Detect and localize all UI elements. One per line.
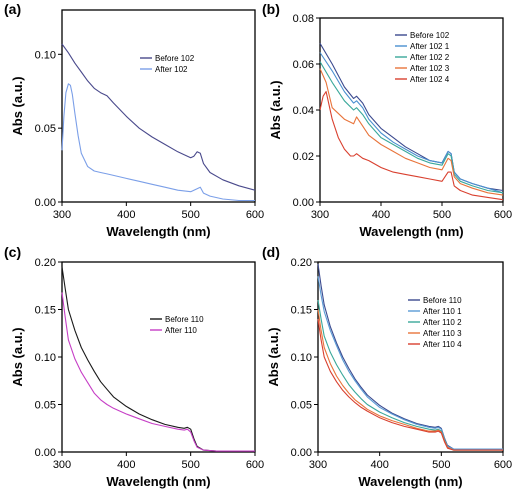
x-tick-label: 400 — [117, 209, 135, 221]
y-tick-label: 0.20 — [35, 257, 56, 269]
chart-panel-a: (a) 300 400 500 600 0.00 0.05 0.10 Wavelength (n… — [4, 1, 264, 239]
x-tick-label: 600 — [246, 209, 264, 221]
legend-label: Before 102 — [410, 31, 450, 40]
series-line-2 — [61, 83, 255, 202]
y-tick-label: 0.08 — [293, 13, 314, 25]
legend-label: After 102 1 — [410, 42, 450, 51]
legend-label: After 110 1 — [423, 307, 462, 316]
legend-label: Before 110 — [165, 315, 204, 324]
plot-frame — [61, 261, 256, 453]
plot-frame — [317, 261, 504, 453]
plot-frame — [61, 9, 256, 203]
legend-label: After 110 — [165, 326, 197, 335]
y-tick-label: 0.00 — [291, 447, 312, 459]
y-tick-label: 0.15 — [291, 305, 312, 317]
legend-label: After 102 — [155, 65, 188, 74]
chart-panel-d: (d) 300 400 500 600 0.00 0.05 0.10 0.15 0.20 Wavel… — [262, 244, 512, 489]
chart-panel-c: (c) 300 400 500 600 0.00 0.05 0.10 0.15 0.20 Wavel… — [4, 244, 264, 489]
x-tick-label: 300 — [311, 209, 329, 221]
x-tick-label: 300 — [53, 459, 71, 471]
y-axis-title: Abs (a.u.) — [10, 327, 25, 386]
x-tick-label: 300 — [309, 459, 327, 471]
legend-label: After 110 3 — [423, 329, 462, 338]
y-tick-label: 0.05 — [291, 400, 312, 412]
panel-label: (b) — [262, 1, 280, 17]
y-axis-title: Abs (a.u.) — [10, 76, 25, 135]
y-tick-label: 0.00 — [293, 197, 314, 209]
legend-label: Before 102 — [155, 54, 195, 63]
legend-label: After 110 2 — [423, 318, 462, 327]
x-axis-title: Wavelength (nm) — [106, 474, 210, 489]
x-axis-title: Wavelength (nm) — [106, 224, 210, 239]
y-axis-title: Abs (a.u.) — [268, 80, 283, 139]
x-tick-label: 500 — [433, 209, 451, 221]
series-line-5 — [319, 91, 504, 201]
series-line-1 — [317, 263, 503, 450]
y-tick-label: 0.05 — [35, 123, 56, 135]
y-tick-label: 0.10 — [35, 49, 56, 61]
series-line-5 — [317, 318, 503, 451]
series-line-3 — [319, 61, 504, 194]
x-tick-label: 400 — [117, 459, 135, 471]
panel-label: (c) — [4, 244, 21, 260]
series-line-4 — [319, 68, 504, 196]
x-tick-label: 500 — [181, 459, 199, 471]
x-tick-label: 500 — [181, 209, 199, 221]
y-tick-label: 0.00 — [35, 447, 56, 459]
x-tick-label: 600 — [494, 459, 512, 471]
x-axis-title: Wavelength (nm) — [359, 224, 463, 239]
x-tick-label: 300 — [53, 209, 71, 221]
legend-label: After 102 3 — [410, 64, 450, 73]
legend-label: After 102 2 — [410, 53, 450, 62]
x-tick-label: 600 — [494, 209, 512, 221]
x-tick-label: 600 — [246, 459, 264, 471]
panel-label: (a) — [4, 1, 21, 17]
x-tick-label: 500 — [432, 459, 450, 471]
y-tick-label: 0.06 — [293, 59, 314, 71]
y-axis-title: Abs (a.u.) — [266, 327, 281, 386]
series-line-1 — [61, 266, 255, 452]
series-line-1 — [61, 43, 256, 191]
y-tick-label: 0.04 — [293, 105, 314, 117]
legend-label: Before 110 — [423, 296, 462, 305]
y-tick-label: 0.00 — [35, 197, 56, 209]
panel-label: (d) — [262, 244, 280, 260]
y-tick-label: 0.10 — [35, 352, 56, 364]
series-line-2 — [317, 276, 503, 450]
x-tick-label: 400 — [370, 459, 388, 471]
legend-label: After 110 4 — [423, 340, 462, 349]
y-tick-label: 0.15 — [35, 305, 56, 317]
y-tick-label: 0.20 — [291, 257, 312, 269]
series-line-2 — [319, 52, 504, 194]
series-line-2 — [61, 292, 255, 452]
y-tick-label: 0.10 — [291, 352, 312, 364]
y-tick-label: 0.02 — [293, 151, 314, 163]
y-tick-label: 0.05 — [35, 400, 56, 412]
x-axis-title: Wavelength (nm) — [358, 474, 462, 489]
x-tick-label: 400 — [372, 209, 390, 221]
chart-panel-b: (b) 300 400 500 600 0.00 0.02 0.04 0.06 0.08 Wavel… — [262, 1, 512, 239]
legend-label: After 102 4 — [410, 75, 450, 84]
